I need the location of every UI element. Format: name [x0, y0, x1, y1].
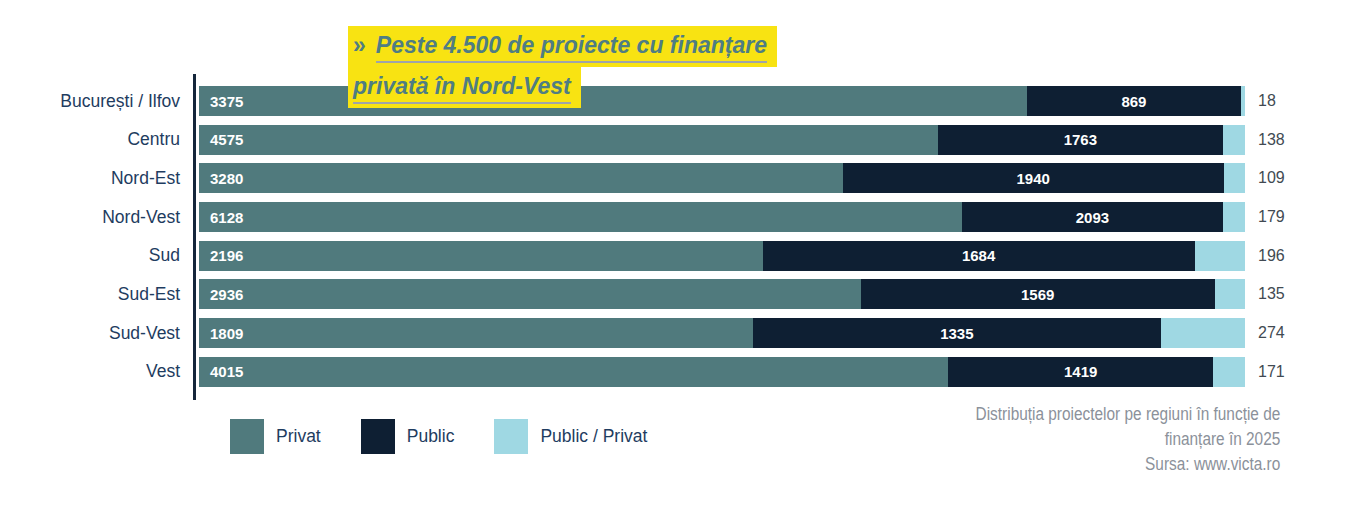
segment-value-outside: 135	[1258, 285, 1285, 303]
bar-segment-public: 1419	[948, 357, 1213, 387]
chart-row: Sud-Vest 1809 1335 274	[0, 318, 1351, 348]
bar-track: 6128 2093	[199, 202, 1245, 232]
category-label: Vest	[0, 361, 182, 382]
category-label: Sud-Vest	[0, 323, 182, 344]
segment-value: 869	[1121, 93, 1146, 110]
legend-swatch-icon	[361, 419, 395, 454]
bar-segment-public-privat	[1215, 279, 1245, 309]
bar-segment-public: 1940	[843, 163, 1224, 193]
bar-track: 1809 1335	[199, 318, 1245, 348]
chart-row: Centru 4575 1763 138	[0, 125, 1351, 155]
category-label: Nord-Est	[0, 168, 182, 189]
bar-segment-public-privat	[1195, 241, 1245, 271]
bar-track: 2936 1569	[199, 279, 1245, 309]
segment-value: 1809	[199, 325, 243, 342]
chart-row: Sud 2196 1684 196	[0, 241, 1351, 271]
legend-label: Public	[407, 426, 455, 447]
category-label: Sud-Est	[0, 284, 182, 305]
category-label: Centru	[0, 129, 182, 150]
segment-value: 6128	[199, 209, 243, 226]
highlight-box-2: privată în Nord-Vest	[348, 67, 581, 108]
segment-value: 1763	[1064, 131, 1097, 148]
segment-value: 1335	[940, 325, 973, 342]
bar-segment-privat: 3280	[199, 163, 843, 193]
highlight-box-1: »Peste 4.500 de proiecte cu finanțare	[348, 26, 777, 67]
chart-row: Nord-Est 3280 1940 109	[0, 163, 1351, 193]
bar-rows-container: București / Ilfov 3375 869 18 Centru 4575 1763…	[0, 86, 1351, 396]
segment-value-outside: 171	[1258, 363, 1285, 381]
segment-value-outside: 179	[1258, 208, 1285, 226]
bar-segment-public-privat	[1161, 318, 1245, 348]
category-label: Nord-Vest	[0, 207, 182, 228]
bar-segment-public: 869	[1027, 86, 1240, 116]
segment-value: 3375	[199, 93, 243, 110]
segment-value: 4575	[199, 131, 243, 148]
bar-segment-privat: 4015	[199, 357, 948, 387]
callout-text-1: Peste 4.500 de proiecte cu finanțare	[376, 32, 767, 63]
legend-item: Public	[361, 419, 455, 454]
bar-segment-public: 1335	[753, 318, 1162, 348]
bar-segment-public-privat	[1223, 125, 1245, 155]
chart-legend: Privat Public Public / Privat	[230, 419, 687, 454]
caption-source: Sursa: www.victa.ro	[975, 452, 1280, 477]
bar-track: 2196 1684	[199, 241, 1245, 271]
segment-value-outside: 196	[1258, 247, 1285, 265]
bar-segment-public-privat	[1224, 163, 1245, 193]
bar-segment-privat: 1809	[199, 318, 753, 348]
callout-line-2: privată în Nord-Vest	[348, 67, 777, 108]
segment-value: 3280	[199, 170, 243, 187]
segment-value: 1419	[1064, 363, 1097, 380]
chevron-right-icon: »	[353, 32, 376, 58]
bar-segment-public-privat	[1213, 357, 1245, 387]
segment-value-outside: 18	[1258, 92, 1276, 110]
legend-swatch-icon	[230, 419, 264, 454]
segment-value: 2093	[1076, 209, 1109, 226]
bar-segment-privat: 4575	[199, 125, 938, 155]
bar-segment-public: 1684	[763, 241, 1195, 271]
category-label: București / Ilfov	[0, 91, 182, 112]
chart-row: Nord-Vest 6128 2093 179	[0, 202, 1351, 232]
bar-segment-public-privat	[1223, 202, 1245, 232]
segment-value: 2196	[199, 247, 243, 264]
segment-value: 1940	[1017, 170, 1050, 187]
legend-label: Privat	[276, 426, 321, 447]
chart-callout-title: »Peste 4.500 de proiecte cu finanțare pr…	[348, 26, 777, 108]
segment-value-outside: 274	[1258, 324, 1285, 342]
segment-value: 4015	[199, 363, 243, 380]
bar-segment-privat: 2196	[199, 241, 763, 271]
bar-track: 4015 1419	[199, 357, 1245, 387]
bar-segment-public: 1763	[938, 125, 1223, 155]
legend-swatch-icon	[494, 419, 528, 454]
bar-segment-privat: 6128	[199, 202, 962, 232]
chart-row: Sud-Est 2936 1569 135	[0, 279, 1351, 309]
segment-value: 1569	[1021, 286, 1054, 303]
caption-line-2: finanțare în 2025	[975, 427, 1280, 452]
bar-segment-privat: 2936	[199, 279, 861, 309]
segment-value-outside: 138	[1258, 131, 1285, 149]
legend-item: Public / Privat	[494, 419, 647, 454]
bar-segment-public: 1569	[861, 279, 1215, 309]
segment-value: 1684	[962, 247, 995, 264]
infographic-chart: »Peste 4.500 de proiecte cu finanțare pr…	[0, 0, 1351, 516]
bar-track: 3280 1940	[199, 163, 1245, 193]
caption-line-1: Distribuția proiectelor pe regiuni în fu…	[975, 402, 1280, 427]
bar-segment-public: 2093	[962, 202, 1223, 232]
bar-track: 4575 1763	[199, 125, 1245, 155]
segment-value: 2936	[199, 286, 243, 303]
callout-text-2: privată în Nord-Vest	[353, 73, 571, 104]
chart-caption: Distribuția proiectelor pe regiuni în fu…	[975, 402, 1280, 477]
segment-value-outside: 109	[1258, 169, 1285, 187]
category-label: Sud	[0, 245, 182, 266]
legend-item: Privat	[230, 419, 321, 454]
legend-label: Public / Privat	[540, 426, 647, 447]
callout-line-1: »Peste 4.500 de proiecte cu finanțare	[348, 26, 777, 67]
bar-segment-public-privat	[1241, 86, 1245, 116]
chart-row: Vest 4015 1419 171	[0, 357, 1351, 387]
